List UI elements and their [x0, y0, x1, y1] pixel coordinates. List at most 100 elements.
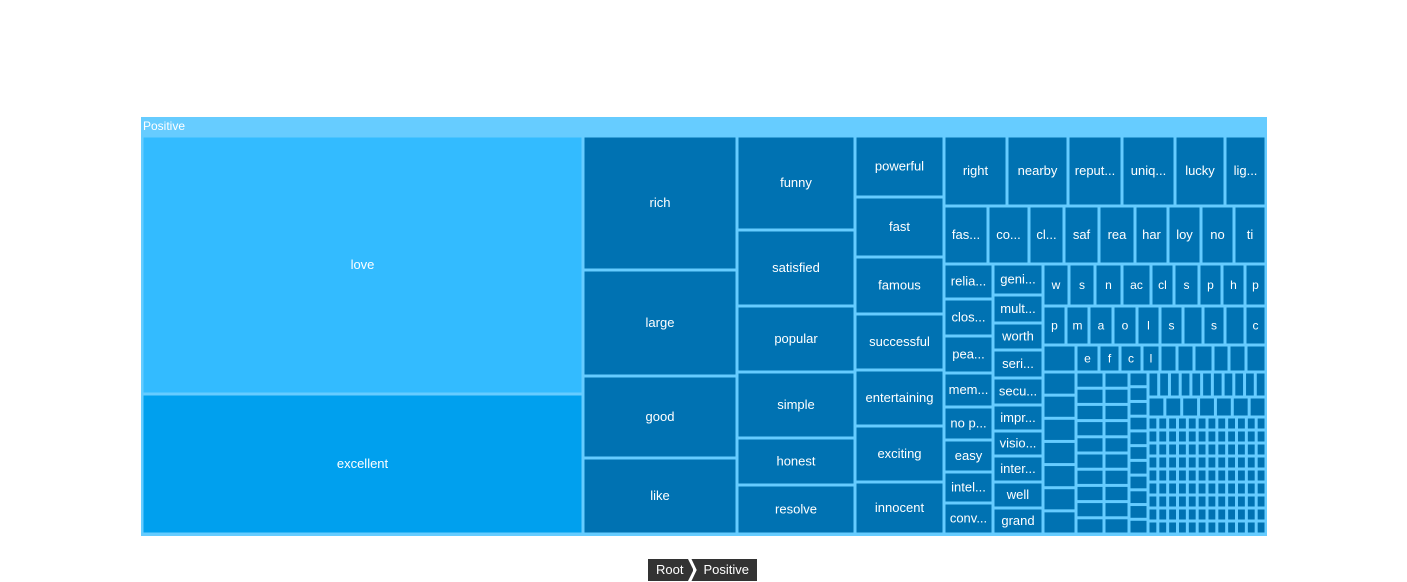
treemap-cell-blank[interactable]: [1198, 496, 1206, 507]
treemap-cell-blank[interactable]: [1247, 496, 1255, 507]
treemap-cell-blank[interactable]: [1247, 457, 1255, 468]
treemap-cell-blank[interactable]: [1179, 522, 1186, 533]
treemap-cell-worth-44[interactable]: worth: [994, 324, 1042, 349]
treemap-cell-simple-9[interactable]: simple: [738, 373, 854, 437]
treemap-cell-ac-55[interactable]: ac: [1123, 265, 1150, 305]
treemap-cell-seri-45[interactable]: seri...: [994, 351, 1042, 377]
treemap-cell-blank[interactable]: [1169, 509, 1176, 520]
treemap-cell-blank[interactable]: [1247, 346, 1265, 371]
treemap-cell-har-30[interactable]: har: [1136, 207, 1167, 263]
treemap-cell-blank[interactable]: [1247, 483, 1255, 494]
treemap-cell-blank[interactable]: [1208, 431, 1216, 442]
treemap-cell-blank[interactable]: [1160, 373, 1168, 396]
treemap-cell-blank[interactable]: [1228, 522, 1235, 533]
treemap-cell-inter-49[interactable]: inter...: [994, 457, 1042, 481]
treemap-cell-blank[interactable]: [1228, 483, 1235, 494]
treemap-cell-like-5[interactable]: like: [584, 459, 736, 533]
treemap-cell-blank[interactable]: [1105, 422, 1128, 436]
treemap-cell-blank[interactable]: [1238, 522, 1245, 533]
treemap-cell-blank[interactable]: [1179, 418, 1186, 429]
treemap-cell-blank[interactable]: [1105, 470, 1128, 484]
treemap-cell-blank[interactable]: [1218, 457, 1226, 468]
treemap-cell-blank[interactable]: [1130, 461, 1147, 474]
treemap-cell-blank[interactable]: [1214, 346, 1228, 371]
treemap-cell-blank[interactable]: [1044, 346, 1075, 371]
treemap-cell-blank[interactable]: [1238, 444, 1245, 455]
treemap-cell-blank[interactable]: [1188, 470, 1196, 481]
treemap-cell-blank[interactable]: [1179, 509, 1186, 520]
treemap-cell-blank[interactable]: [1208, 444, 1216, 455]
treemap-cell-blank[interactable]: [1178, 346, 1193, 371]
treemap-cell-blank[interactable]: [1198, 470, 1206, 481]
treemap-cell-blank[interactable]: [1218, 522, 1226, 533]
treemap-cell-blank[interactable]: [1105, 454, 1128, 468]
treemap-cell-blank[interactable]: [1257, 483, 1265, 494]
treemap-cell-relia-34[interactable]: relia...: [945, 265, 992, 298]
treemap-cell-blank[interactable]: [1238, 470, 1245, 481]
treemap-cell-lig-24[interactable]: lig...: [1226, 137, 1265, 205]
treemap-cell-powerful-12[interactable]: powerful: [856, 137, 943, 196]
treemap-cell-blank[interactable]: [1213, 373, 1222, 396]
treemap-cell-blank[interactable]: [1130, 388, 1147, 400]
treemap-cell-visio-48[interactable]: visio...: [994, 432, 1042, 455]
treemap-cell-blank[interactable]: [1246, 373, 1254, 396]
treemap-cell-blank[interactable]: [1257, 418, 1265, 429]
treemap-cell-geni-42[interactable]: geni...: [994, 265, 1042, 294]
treemap-cell-s-57[interactable]: s: [1175, 265, 1198, 305]
treemap-cell-blank[interactable]: [1238, 483, 1245, 494]
treemap-cell-blank[interactable]: [1208, 418, 1216, 429]
treemap-cell-impr-47[interactable]: impr...: [994, 406, 1042, 430]
treemap-cell-blank[interactable]: [1208, 496, 1216, 507]
treemap-cell-blank[interactable]: [1149, 431, 1157, 442]
treemap-cell-blank[interactable]: [1149, 457, 1157, 468]
treemap-cell-n-54[interactable]: n: [1096, 265, 1121, 305]
treemap-cell-blank[interactable]: [1218, 444, 1226, 455]
treemap-cell-blank[interactable]: [1130, 402, 1147, 415]
treemap-cell-blank[interactable]: [1044, 396, 1075, 417]
treemap-cell-reput-21[interactable]: reput...: [1069, 137, 1121, 205]
treemap-cell-blank[interactable]: [1105, 373, 1128, 387]
treemap-cell-blank[interactable]: [1257, 509, 1265, 520]
treemap-cell-uniq-22[interactable]: uniq...: [1123, 137, 1174, 205]
treemap-cell-blank[interactable]: [1218, 509, 1226, 520]
treemap-cell-f-70[interactable]: f: [1100, 346, 1119, 371]
treemap-cell-no-p-38[interactable]: no p...: [945, 408, 992, 439]
treemap-cell-blank[interactable]: [1149, 496, 1157, 507]
treemap-cell-l-65[interactable]: l: [1138, 307, 1159, 344]
treemap-cell-blank[interactable]: [1169, 483, 1176, 494]
treemap-cell-blank[interactable]: [1208, 483, 1216, 494]
treemap-cell-blank[interactable]: [1170, 373, 1179, 396]
treemap-cell-blank[interactable]: [1238, 496, 1245, 507]
treemap-cell-blank[interactable]: [1077, 389, 1103, 403]
treemap-cell-cl-56[interactable]: cl: [1152, 265, 1173, 305]
treemap-cell-intel-40[interactable]: intel...: [945, 473, 992, 502]
treemap-cell-well-50[interactable]: well: [994, 483, 1042, 507]
treemap-cell-blank[interactable]: [1200, 398, 1214, 416]
treemap-cell-blank[interactable]: [1198, 431, 1206, 442]
treemap-cell-l-72[interactable]: l: [1143, 346, 1159, 371]
treemap-cell-blank[interactable]: [1228, 457, 1235, 468]
treemap-cell-blank[interactable]: [1198, 418, 1206, 429]
treemap-cell-blank[interactable]: [1105, 503, 1128, 517]
treemap-cell-blank[interactable]: [1233, 398, 1248, 416]
treemap-cell-blank[interactable]: [1130, 417, 1147, 430]
treemap-cell-blank[interactable]: [1188, 431, 1196, 442]
treemap-cell-c-71[interactable]: c: [1121, 346, 1141, 371]
treemap-cell-blank[interactable]: [1247, 431, 1255, 442]
treemap-cell-blank[interactable]: [1188, 496, 1196, 507]
treemap-cell-blank[interactable]: [1077, 519, 1103, 533]
treemap-cell-blank[interactable]: [1198, 457, 1206, 468]
treemap-cell-blank[interactable]: [1230, 346, 1245, 371]
treemap-cell-blank[interactable]: [1159, 418, 1167, 429]
treemap-cell-entertaining-16[interactable]: entertaining: [856, 371, 943, 425]
treemap-cell-popular-8[interactable]: popular: [738, 307, 854, 371]
treemap-cell-s-53[interactable]: s: [1070, 265, 1094, 305]
treemap-cell-blank[interactable]: [1247, 522, 1255, 533]
treemap-cell-right-19[interactable]: right: [945, 137, 1006, 205]
treemap-cell-love-0[interactable]: love: [143, 137, 582, 393]
treemap-cell-blank[interactable]: [1250, 398, 1265, 416]
treemap-cell-blank[interactable]: [1226, 307, 1244, 344]
treemap-cell-no-32[interactable]: no: [1202, 207, 1233, 263]
treemap-cell-blank[interactable]: [1169, 444, 1176, 455]
treemap-cell-blank[interactable]: [1198, 509, 1206, 520]
